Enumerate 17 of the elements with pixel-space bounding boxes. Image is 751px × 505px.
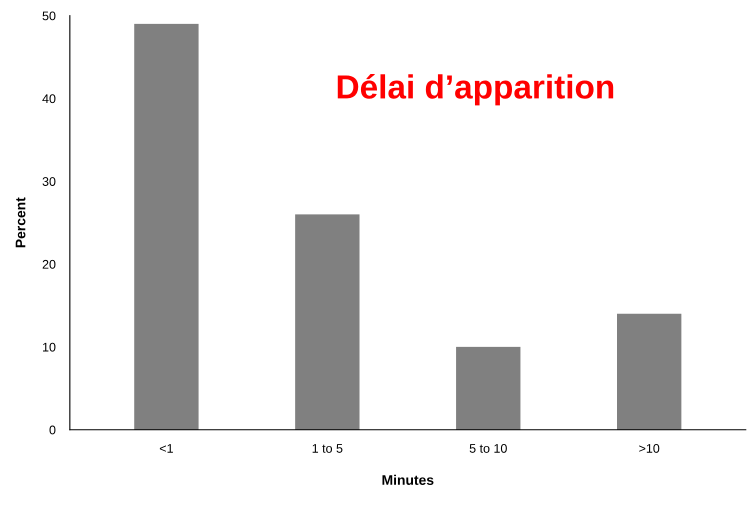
y-tick-label: 30	[42, 177, 56, 186]
y-axis-title: Percent	[16, 197, 26, 248]
bar	[617, 314, 682, 430]
x-tick-label: 1 to 5	[312, 444, 342, 453]
y-tick-label: 40	[42, 94, 56, 104]
bar	[456, 346, 520, 430]
x-tick-label: <1	[160, 444, 173, 453]
x-axis-title: Minutes	[382, 474, 434, 485]
y-tick-label: 0	[49, 426, 56, 434]
text: Délai d’apparition	[338, 74, 614, 106]
y-tick-label: 10	[43, 342, 56, 352]
bar	[295, 214, 360, 430]
x-tick-label: 5 to 10	[470, 444, 507, 453]
bar	[134, 24, 199, 430]
x-tick-label: >10	[639, 444, 660, 453]
y-tick-label: 50	[42, 11, 56, 20]
y-tick-label: 20	[42, 260, 56, 269]
